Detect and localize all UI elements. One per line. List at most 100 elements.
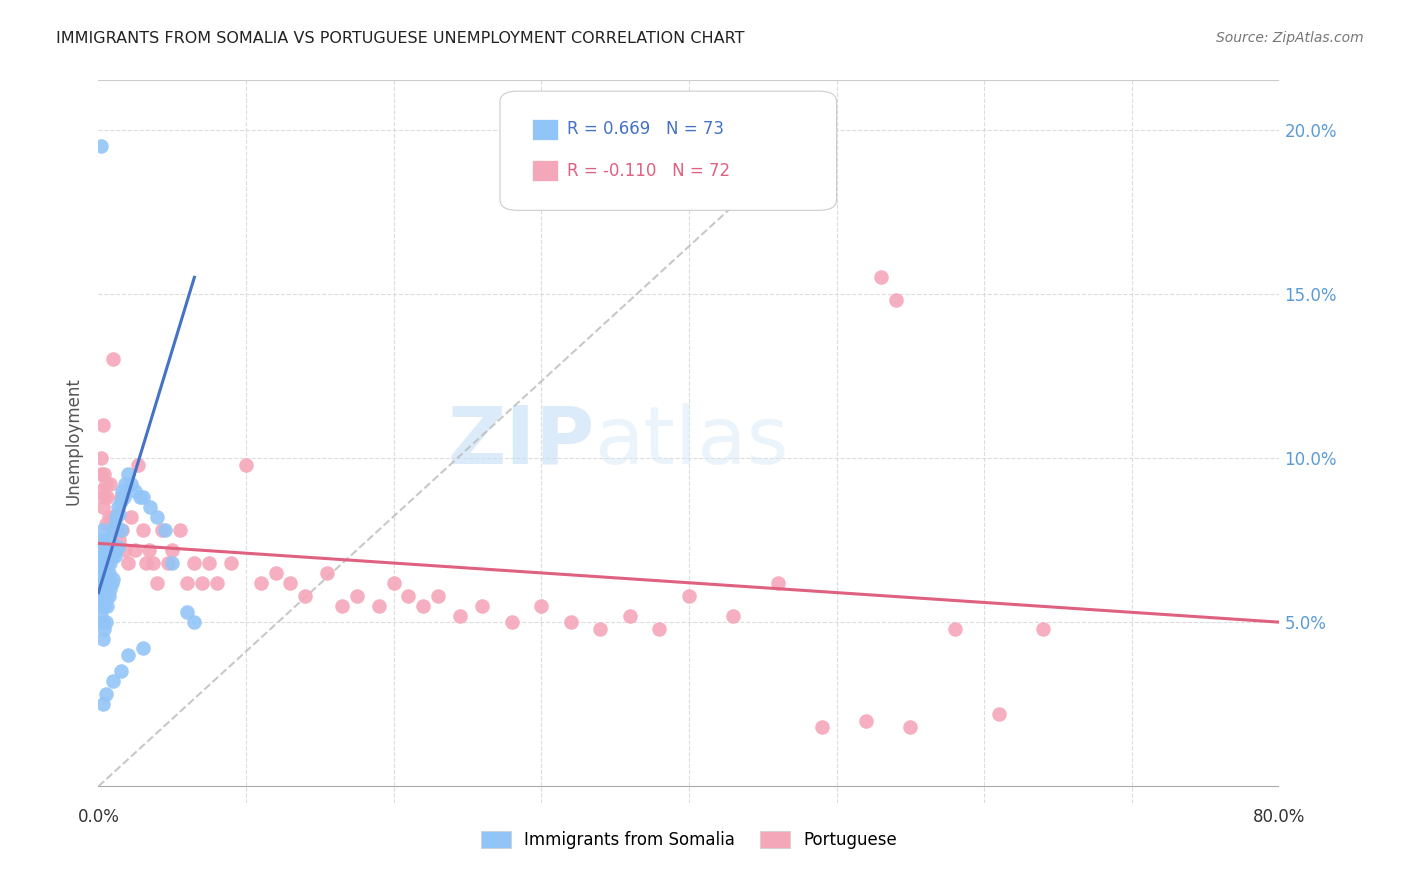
Point: [93, 566, 115, 580]
Point: [114, 542, 136, 557]
Point: [94, 592, 117, 607]
Point: [139, 500, 162, 515]
FancyBboxPatch shape: [531, 119, 558, 140]
Point: [112, 491, 135, 505]
Point: [97, 510, 120, 524]
Point: [723, 608, 745, 623]
Point: [105, 542, 128, 557]
Point: [90, 542, 112, 557]
Point: [91, 632, 114, 646]
Text: Source: ZipAtlas.com: Source: ZipAtlas.com: [1216, 31, 1364, 45]
Point: [330, 599, 353, 613]
Point: [91, 540, 114, 554]
Point: [103, 523, 125, 537]
Point: [183, 615, 205, 630]
Point: [104, 523, 127, 537]
Point: [191, 575, 214, 590]
Point: [124, 483, 146, 498]
Point: [471, 599, 494, 613]
Text: IMMIGRANTS FROM SOMALIA VS PORTUGUESE UNEMPLOYMENT CORRELATION CHART: IMMIGRANTS FROM SOMALIA VS PORTUGUESE UN…: [56, 31, 745, 46]
Y-axis label: Unemployment: Unemployment: [65, 377, 83, 506]
Point: [104, 516, 127, 531]
Point: [449, 608, 471, 623]
Point: [169, 523, 191, 537]
Point: [91, 698, 114, 712]
Text: atlas: atlas: [595, 402, 789, 481]
Point: [150, 523, 173, 537]
Point: [96, 542, 118, 557]
Point: [176, 575, 198, 590]
Point: [427, 589, 450, 603]
Point: [107, 540, 129, 554]
Point: [398, 589, 420, 603]
Point: [107, 523, 129, 537]
Point: [205, 575, 228, 590]
Point: [250, 575, 273, 590]
Point: [93, 582, 115, 597]
FancyBboxPatch shape: [531, 160, 558, 181]
Point: [316, 566, 339, 580]
Point: [90, 573, 112, 587]
Point: [108, 507, 131, 521]
Point: [120, 510, 142, 524]
Point: [138, 542, 160, 557]
Point: [90, 533, 112, 547]
Point: [93, 549, 115, 564]
Point: [382, 575, 405, 590]
Point: [100, 549, 122, 564]
Point: [855, 714, 877, 728]
Point: [103, 674, 125, 689]
Point: [560, 615, 582, 630]
Point: [153, 523, 176, 537]
Point: [96, 556, 118, 570]
Point: [97, 589, 120, 603]
Point: [162, 556, 183, 570]
Point: [96, 599, 118, 613]
Point: [156, 556, 179, 570]
Point: [766, 575, 789, 590]
Point: [117, 467, 139, 482]
Point: [900, 720, 922, 734]
Point: [91, 582, 114, 597]
Point: [110, 491, 132, 505]
Point: [146, 575, 169, 590]
Point: [100, 510, 122, 524]
Point: [132, 491, 155, 505]
Point: [94, 556, 117, 570]
Point: [94, 477, 117, 491]
Point: [235, 458, 257, 472]
Point: [111, 483, 134, 498]
Point: [90, 589, 112, 603]
Point: [96, 491, 118, 505]
Point: [114, 477, 136, 491]
Point: [98, 556, 121, 570]
FancyBboxPatch shape: [501, 91, 837, 211]
Point: [91, 599, 114, 613]
Point: [264, 566, 287, 580]
Point: [107, 500, 129, 515]
Point: [110, 523, 132, 537]
Point: [89, 589, 111, 603]
Point: [176, 605, 198, 619]
Point: [294, 589, 316, 603]
Point: [94, 573, 117, 587]
Point: [530, 599, 553, 613]
Point: [93, 533, 115, 547]
Text: ZIP: ZIP: [447, 402, 595, 481]
Point: [103, 542, 125, 557]
Point: [132, 641, 155, 656]
Point: [198, 556, 221, 570]
Point: [94, 615, 117, 630]
Point: [105, 510, 128, 524]
Point: [93, 622, 115, 636]
Point: [100, 575, 122, 590]
Point: [91, 566, 114, 580]
Point: [678, 589, 700, 603]
Point: [127, 458, 149, 472]
Text: R = 0.669   N = 73: R = 0.669 N = 73: [567, 120, 724, 138]
Point: [97, 566, 120, 580]
Point: [94, 687, 117, 701]
Text: R = -0.110   N = 72: R = -0.110 N = 72: [567, 161, 731, 179]
Point: [98, 533, 121, 547]
Point: [368, 599, 391, 613]
